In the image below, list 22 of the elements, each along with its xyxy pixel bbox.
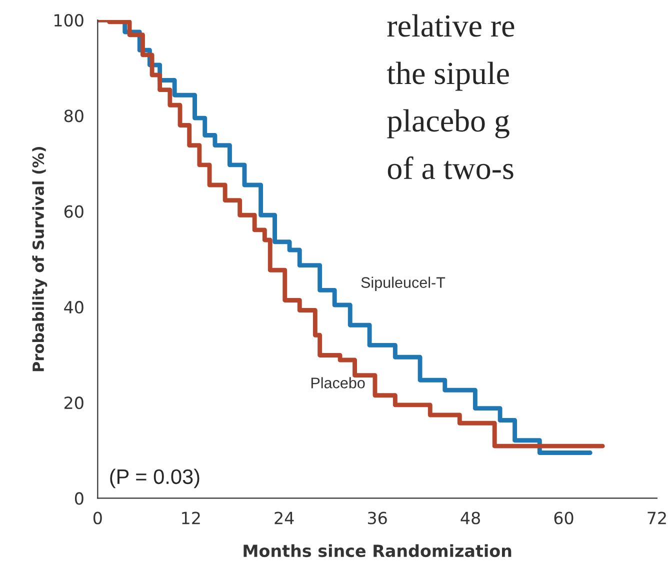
annotation: placebo g <box>387 109 510 138</box>
annotation: relative re <box>387 14 514 37</box>
series-label: Placebo <box>311 377 365 388</box>
y-axis-title: Probability of Survival (%) <box>32 146 48 372</box>
annotation: (P = 0.03) <box>110 468 200 488</box>
y-tick-label: 80 <box>64 110 84 122</box>
x-tick-label: 0 <box>93 512 102 524</box>
x-tick-label: 48 <box>460 512 480 524</box>
x-tick-label: 24 <box>274 512 294 524</box>
x-tick-label: 72 <box>648 512 666 524</box>
annotation: the sipule <box>386 62 509 91</box>
x-axis-title: Months since Randomization <box>244 544 512 558</box>
y-tick-label: 40 <box>64 300 84 314</box>
y-tick-label: 20 <box>64 396 84 410</box>
y-tick-label: 60 <box>64 205 84 218</box>
annotation: of a two-s <box>388 156 514 180</box>
y-tick-label: 100 <box>54 14 84 27</box>
x-tick-label: 60 <box>554 512 574 524</box>
y-tick-label: 0 <box>74 492 84 505</box>
series-label: Sipuleucel-T <box>361 276 446 291</box>
x-tick-label: 12 <box>182 512 200 524</box>
x-tick-label: 36 <box>368 512 387 524</box>
